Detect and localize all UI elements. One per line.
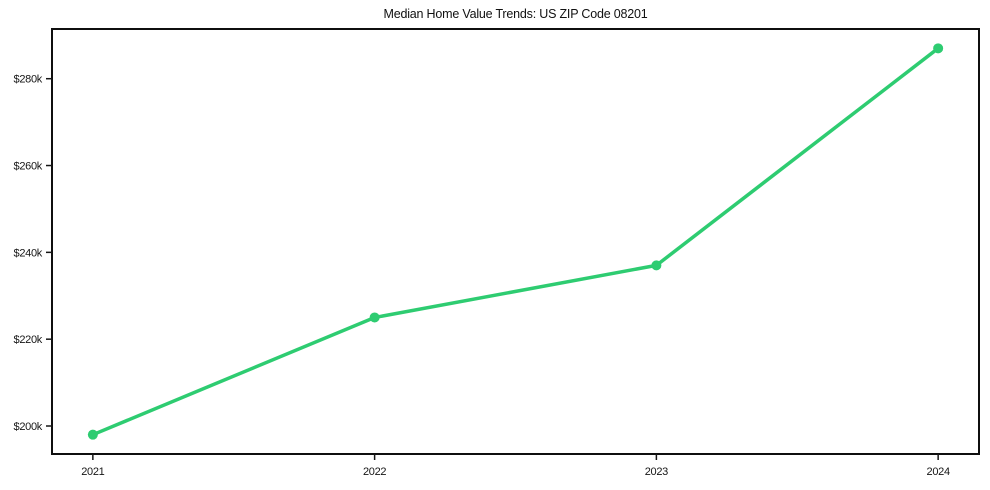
- data-point: [369, 312, 380, 323]
- x-tick-label: 2021: [81, 466, 104, 478]
- data-point: [87, 429, 98, 440]
- chart-title: Median Home Value Trends: US ZIP Code 08…: [383, 7, 648, 21]
- y-tick-label: $220k: [14, 334, 43, 346]
- x-tick-label: 2024: [927, 466, 950, 478]
- x-tick-label: 2022: [363, 466, 386, 478]
- series-line: [91, 46, 940, 437]
- y-tick-label: $240k: [14, 247, 43, 259]
- plot-border: [51, 28, 980, 455]
- data-point: [933, 43, 944, 54]
- y-tick-label: $260k: [14, 161, 43, 173]
- data-point: [651, 260, 662, 271]
- x-tick-label: 2023: [645, 466, 668, 478]
- y-tick-label: $200k: [14, 421, 43, 433]
- y-tick-label: $280k: [14, 74, 43, 86]
